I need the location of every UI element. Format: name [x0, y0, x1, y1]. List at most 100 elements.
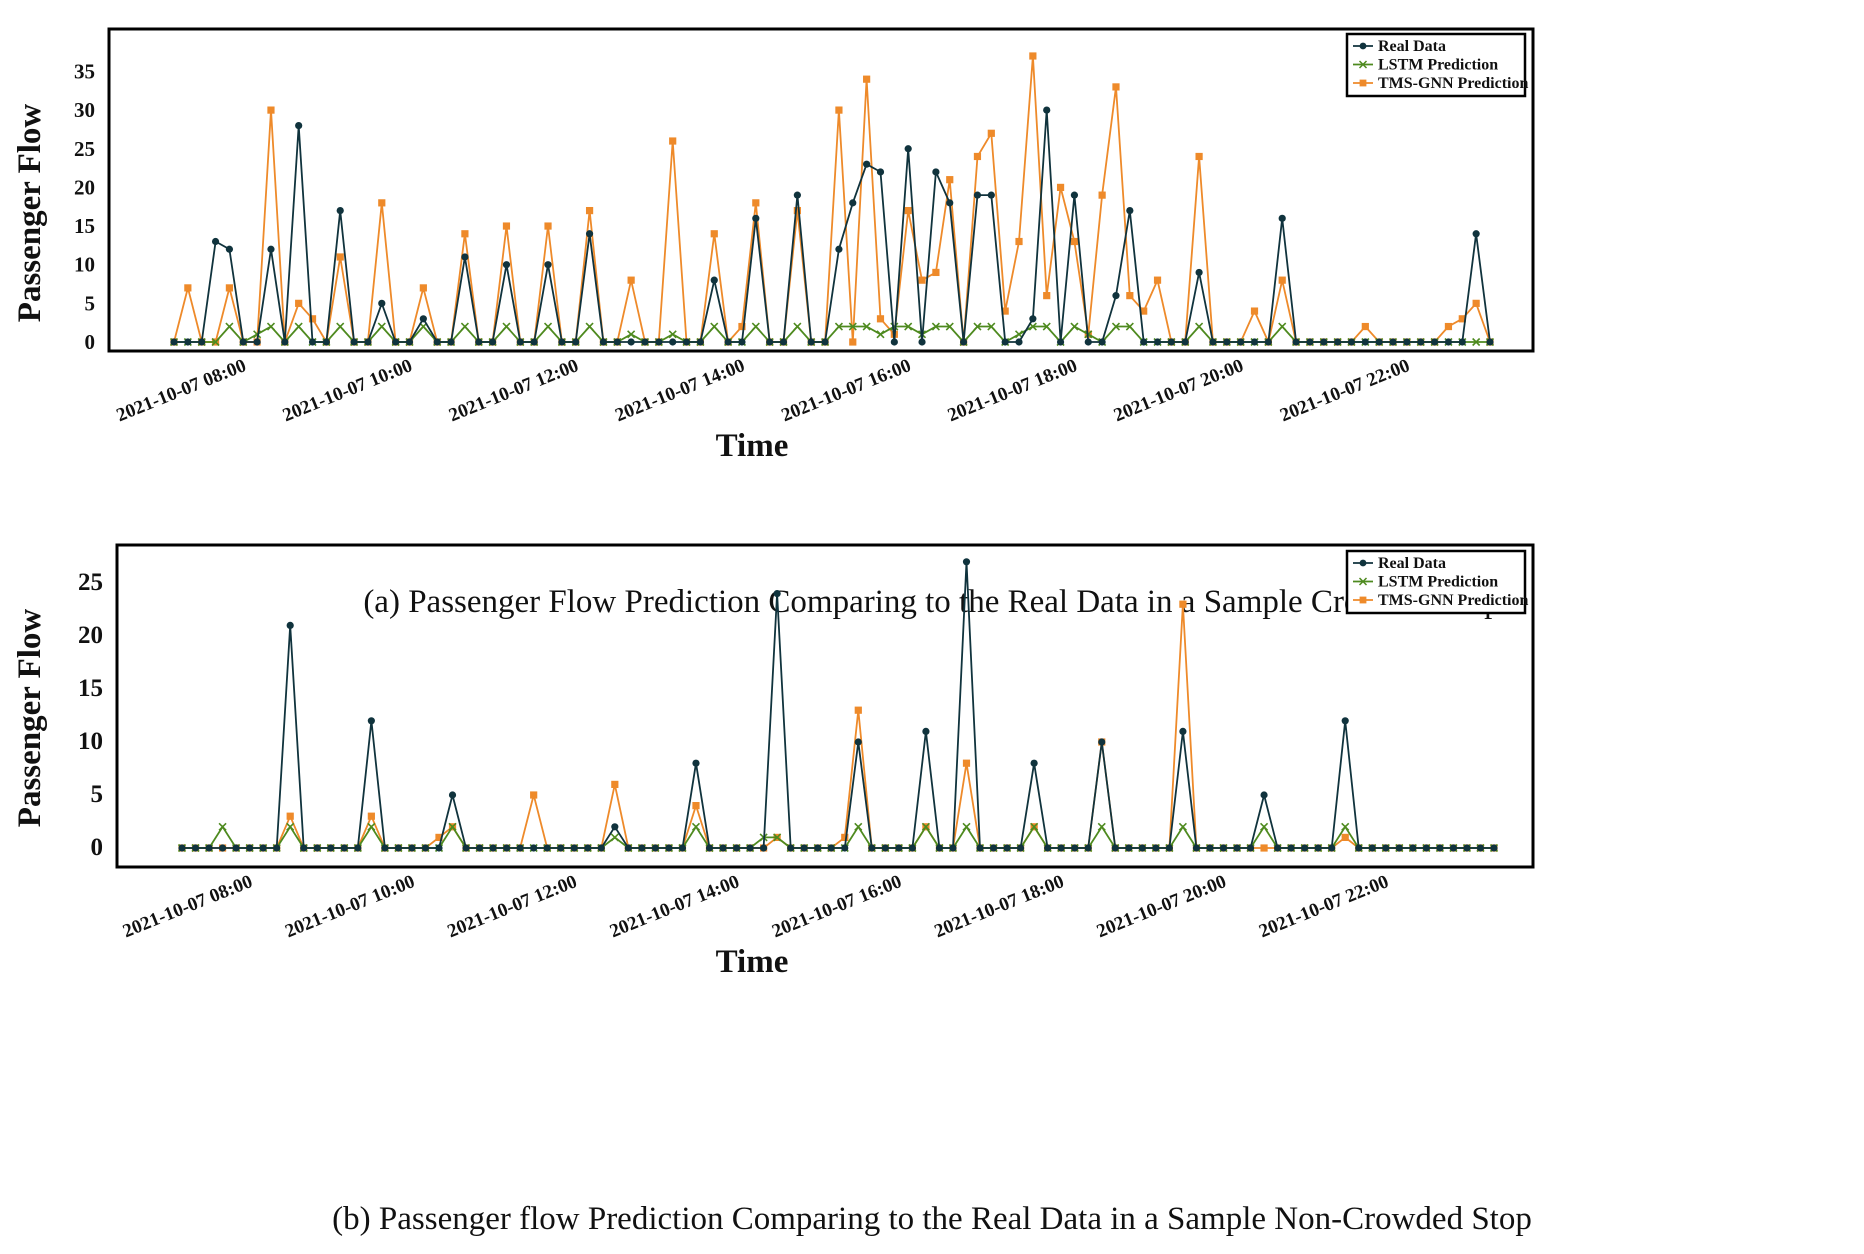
lstm-point — [1042, 322, 1051, 331]
tms-gnn-point — [1112, 83, 1120, 91]
lstm-point — [904, 322, 913, 331]
real-data-point — [1389, 338, 1397, 346]
real-data-point — [773, 590, 781, 598]
real-data-point — [259, 844, 267, 852]
chart-panel-b: 0 5 10 15 20 25 2021-10-07 08:00 2021-10-07 10:… — [0, 543, 1864, 1254]
tms-gnn-point — [267, 106, 275, 114]
real-data-point — [876, 168, 885, 176]
lstm-point — [502, 322, 511, 331]
real-data-point — [461, 253, 469, 261]
real-data-point — [1084, 338, 1092, 346]
real-data-point — [1219, 844, 1228, 852]
tms-gnn-point — [1361, 322, 1369, 331]
tms-gnn-point — [904, 206, 912, 215]
legend-label: Real Data — [1378, 555, 1446, 572]
real-data-point — [253, 338, 261, 346]
real-data-point — [308, 338, 317, 346]
tms-gnn-point — [336, 253, 344, 261]
real-data-point — [584, 844, 592, 852]
tms-gnn-point — [849, 338, 857, 346]
real-data-point — [1233, 844, 1241, 852]
tms-gnn-point — [419, 284, 427, 292]
real-data-point — [405, 338, 414, 346]
real-data-point — [779, 338, 788, 346]
real-data-point — [599, 338, 608, 346]
real-data-point — [692, 759, 700, 767]
real-data-point — [232, 844, 240, 852]
chart-b-caption: (b) Passenger flow Prediction Comparing … — [332, 1201, 1532, 1237]
real-data-point — [489, 338, 497, 346]
tms-gnn-point — [295, 299, 303, 307]
real-data-point — [225, 245, 234, 253]
lstm-point — [793, 322, 802, 331]
real-data-point — [1264, 338, 1272, 346]
y-tick-label: 35 — [74, 59, 95, 83]
real-data-point — [854, 738, 862, 746]
x-tick-label: 2021-10-07 18:00 — [945, 355, 1081, 426]
real-data-point — [1320, 338, 1328, 346]
real-data-point — [1250, 338, 1259, 346]
tms-gnn-point — [627, 276, 635, 284]
real-data-point — [1334, 338, 1342, 346]
real-data-point — [367, 717, 375, 725]
lstm-point — [931, 322, 940, 331]
y-tick-label: 20 — [74, 175, 95, 199]
lstm-point — [627, 330, 636, 339]
lstm-point — [294, 322, 303, 331]
real-data-point — [1287, 844, 1295, 852]
real-data-point — [1126, 206, 1134, 215]
tms-gnn-point — [863, 75, 871, 83]
legend-label: LSTM Prediction — [1378, 574, 1498, 591]
real-data-point — [696, 338, 705, 346]
real-data-point — [170, 338, 178, 346]
real-data-point — [354, 844, 362, 852]
real-data-point — [218, 844, 227, 852]
real-data-point — [544, 261, 552, 269]
tms-gnn-point — [841, 833, 849, 841]
real-data-point — [719, 844, 727, 852]
real-data-point — [205, 844, 213, 852]
real-data-point — [881, 844, 889, 852]
real-data-point — [1071, 844, 1079, 852]
real-data-point — [435, 844, 443, 852]
lstm-point — [218, 822, 227, 831]
x-tick-label: 2021-10-07 18:00 — [931, 871, 1067, 942]
lstm-point — [921, 822, 930, 831]
real-data-point — [419, 315, 427, 323]
chart-a-caption: (a) Passenger Flow Prediction Comparing … — [363, 584, 1501, 620]
tms-gnn-point — [1179, 600, 1187, 608]
tms-gnn-point — [1250, 307, 1259, 315]
real-data-point — [1057, 844, 1065, 852]
tms-gnn-point — [530, 791, 538, 799]
real-data-point — [1314, 844, 1322, 852]
real-data-point — [1458, 338, 1466, 346]
real-data-point — [807, 338, 815, 346]
real-data-point — [300, 844, 308, 852]
lstm-point — [1178, 822, 1187, 831]
lstm-point — [710, 322, 719, 331]
lstm-point — [945, 322, 954, 331]
real-data-point — [705, 844, 714, 852]
real-data-point — [895, 844, 903, 852]
tms-gnn-point — [435, 833, 443, 841]
real-data-point — [1430, 338, 1439, 346]
real-data-point — [918, 338, 926, 346]
real-data-point — [987, 191, 995, 199]
lstm-point — [1195, 322, 1204, 331]
chart-a-canvas: 0 5 10 15 20 25 30 35 2021-10-07 08:00 2021-10-07… — [12, 27, 1535, 464]
lstm-point — [876, 330, 885, 339]
tms-gnn-point — [367, 812, 375, 820]
real-data-point — [841, 844, 849, 852]
series-line-square — [182, 604, 1494, 849]
tms-gnn-point — [1070, 237, 1079, 246]
real-data-point — [597, 844, 605, 852]
tms-gnn-point — [1029, 52, 1037, 60]
real-data-point — [1098, 338, 1106, 346]
tms-gnn-point — [184, 284, 192, 292]
real-data-point — [787, 844, 795, 852]
real-data-point — [267, 245, 275, 253]
lstm-point — [973, 322, 982, 331]
x-tick-label: 2021-10-07 14:00 — [607, 871, 743, 942]
y-tick-label: 10 — [74, 253, 95, 277]
tms-gnn-point — [1260, 844, 1268, 852]
